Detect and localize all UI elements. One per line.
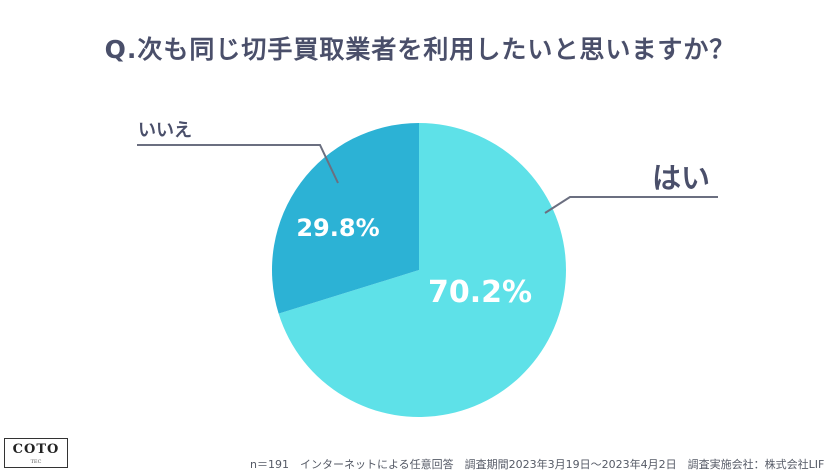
logo-text: COTO [12,442,60,457]
survey-footnote: n＝191 インターネットによる任意回答 調査期間2023年3月19日～2023… [250,458,825,471]
leader-line-no [137,144,339,184]
brand-logo: COTO TEC [4,438,68,468]
leader-line-yes [544,196,718,214]
category-label-no: いいえ [138,120,192,141]
data-label-yes: 70.2% [428,275,532,310]
pie-slice-no [271,122,419,314]
logo-subtext: TEC [30,459,42,465]
data-label-no: 29.8% [296,214,379,242]
chart-title: Q.次も同じ切手買取業者を利用したいと思いますか？ [104,35,736,64]
category-label-yes: はい [652,161,710,195]
pie-slice-yes [278,123,566,418]
